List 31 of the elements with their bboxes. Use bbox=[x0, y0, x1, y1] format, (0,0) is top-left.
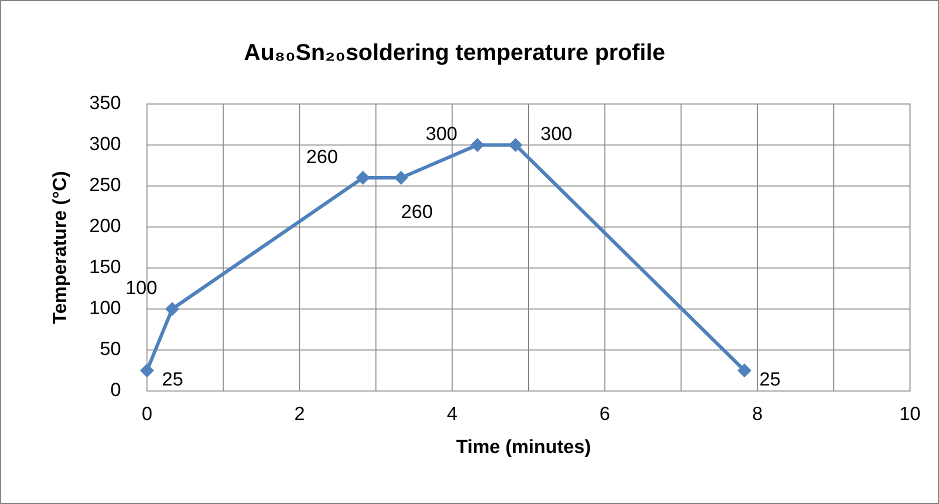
data-label: 300 bbox=[540, 124, 572, 146]
data-label: 25 bbox=[162, 370, 184, 391]
x-tick-label: 10 bbox=[899, 404, 921, 426]
point bbox=[356, 170, 370, 185]
point bbox=[508, 138, 523, 152]
point bbox=[394, 170, 408, 185]
data-label: 300 bbox=[426, 124, 458, 146]
y-tick-label: 50 bbox=[100, 339, 121, 360]
y-tick-label: 200 bbox=[89, 216, 121, 238]
data-label: 260 bbox=[306, 146, 338, 168]
y-tick-label: 0 bbox=[110, 380, 121, 402]
y-tick-label: 350 bbox=[89, 93, 121, 114]
x-axis-title: Time (minutes) bbox=[456, 437, 591, 458]
x-tick-label: 2 bbox=[294, 404, 305, 426]
point bbox=[165, 302, 180, 316]
x-tick-label: 0 bbox=[142, 404, 152, 426]
point bbox=[140, 364, 154, 378]
y-tick-label: 100 bbox=[89, 298, 121, 320]
y-axis-title: Temperature (°C) bbox=[50, 171, 71, 324]
x-tick-label: 8 bbox=[752, 404, 763, 426]
data-label: 25 bbox=[759, 370, 781, 391]
point bbox=[737, 364, 752, 378]
point bbox=[470, 138, 484, 152]
chart-title: Au₈₀Sn₂₀soldering temperature profile bbox=[244, 39, 666, 65]
y-tick-label: 250 bbox=[89, 175, 121, 196]
y-tick-label: 300 bbox=[89, 134, 121, 156]
data-label: 260 bbox=[401, 202, 433, 223]
data-label: 100 bbox=[125, 278, 158, 300]
y-tick-label: 150 bbox=[89, 257, 121, 278]
x-tick-label: 4 bbox=[446, 404, 458, 426]
x-tick-label: 6 bbox=[600, 404, 610, 426]
